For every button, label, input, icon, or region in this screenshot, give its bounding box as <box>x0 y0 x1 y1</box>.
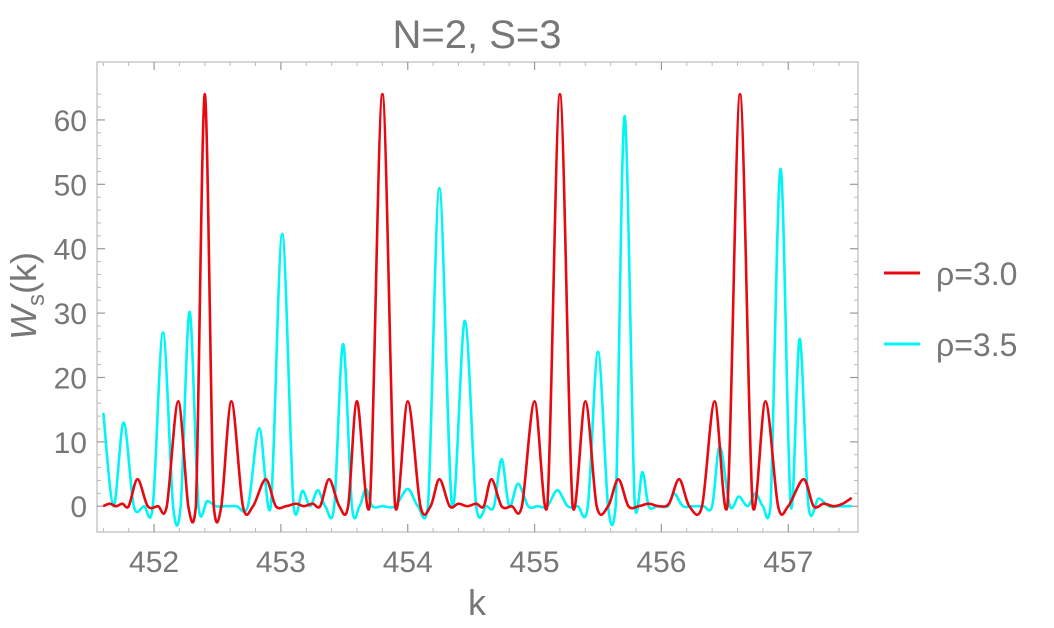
y-axis-title-tail: (k) <box>3 252 44 294</box>
y-axis-title-main: W <box>3 303 44 340</box>
x-tick-label: 457 <box>763 546 813 579</box>
series-line-2 <box>102 114 852 527</box>
legend-label: ρ=3.0 <box>936 256 1017 292</box>
y-tick-label: 30 <box>54 298 87 331</box>
legend-label: ρ=3.5 <box>936 327 1017 363</box>
x-tick-label: 455 <box>510 546 560 579</box>
y-tick-label: 60 <box>54 105 87 138</box>
x-tick-label: 454 <box>383 546 433 579</box>
series-layer <box>102 92 853 527</box>
y-axis-title-subscript: s <box>23 294 50 306</box>
x-tick-label: 453 <box>256 546 306 579</box>
chart-title: N=2, S=3 <box>392 13 561 57</box>
series-line-1 <box>102 92 853 524</box>
y-axis-ticks: 0 10 20 30 40 50 60 <box>54 93 858 524</box>
y-tick-label: 40 <box>54 234 87 267</box>
legend: ρ=3.0 ρ=3.5 <box>884 256 1017 363</box>
x-tick-label: 456 <box>636 546 686 579</box>
x-tick-label: 452 <box>129 546 179 579</box>
y-tick-label: 0 <box>70 491 87 524</box>
plot-frame <box>96 61 859 533</box>
y-tick-label: 20 <box>54 362 87 395</box>
x-axis-title: k <box>468 582 487 623</box>
x-axis-ticks: 452 453 454 455 456 457 <box>102 62 840 579</box>
y-tick-label: 10 <box>54 427 87 460</box>
y-axis-title: Ws(k) <box>3 252 50 340</box>
y-tick-label: 50 <box>54 169 87 202</box>
